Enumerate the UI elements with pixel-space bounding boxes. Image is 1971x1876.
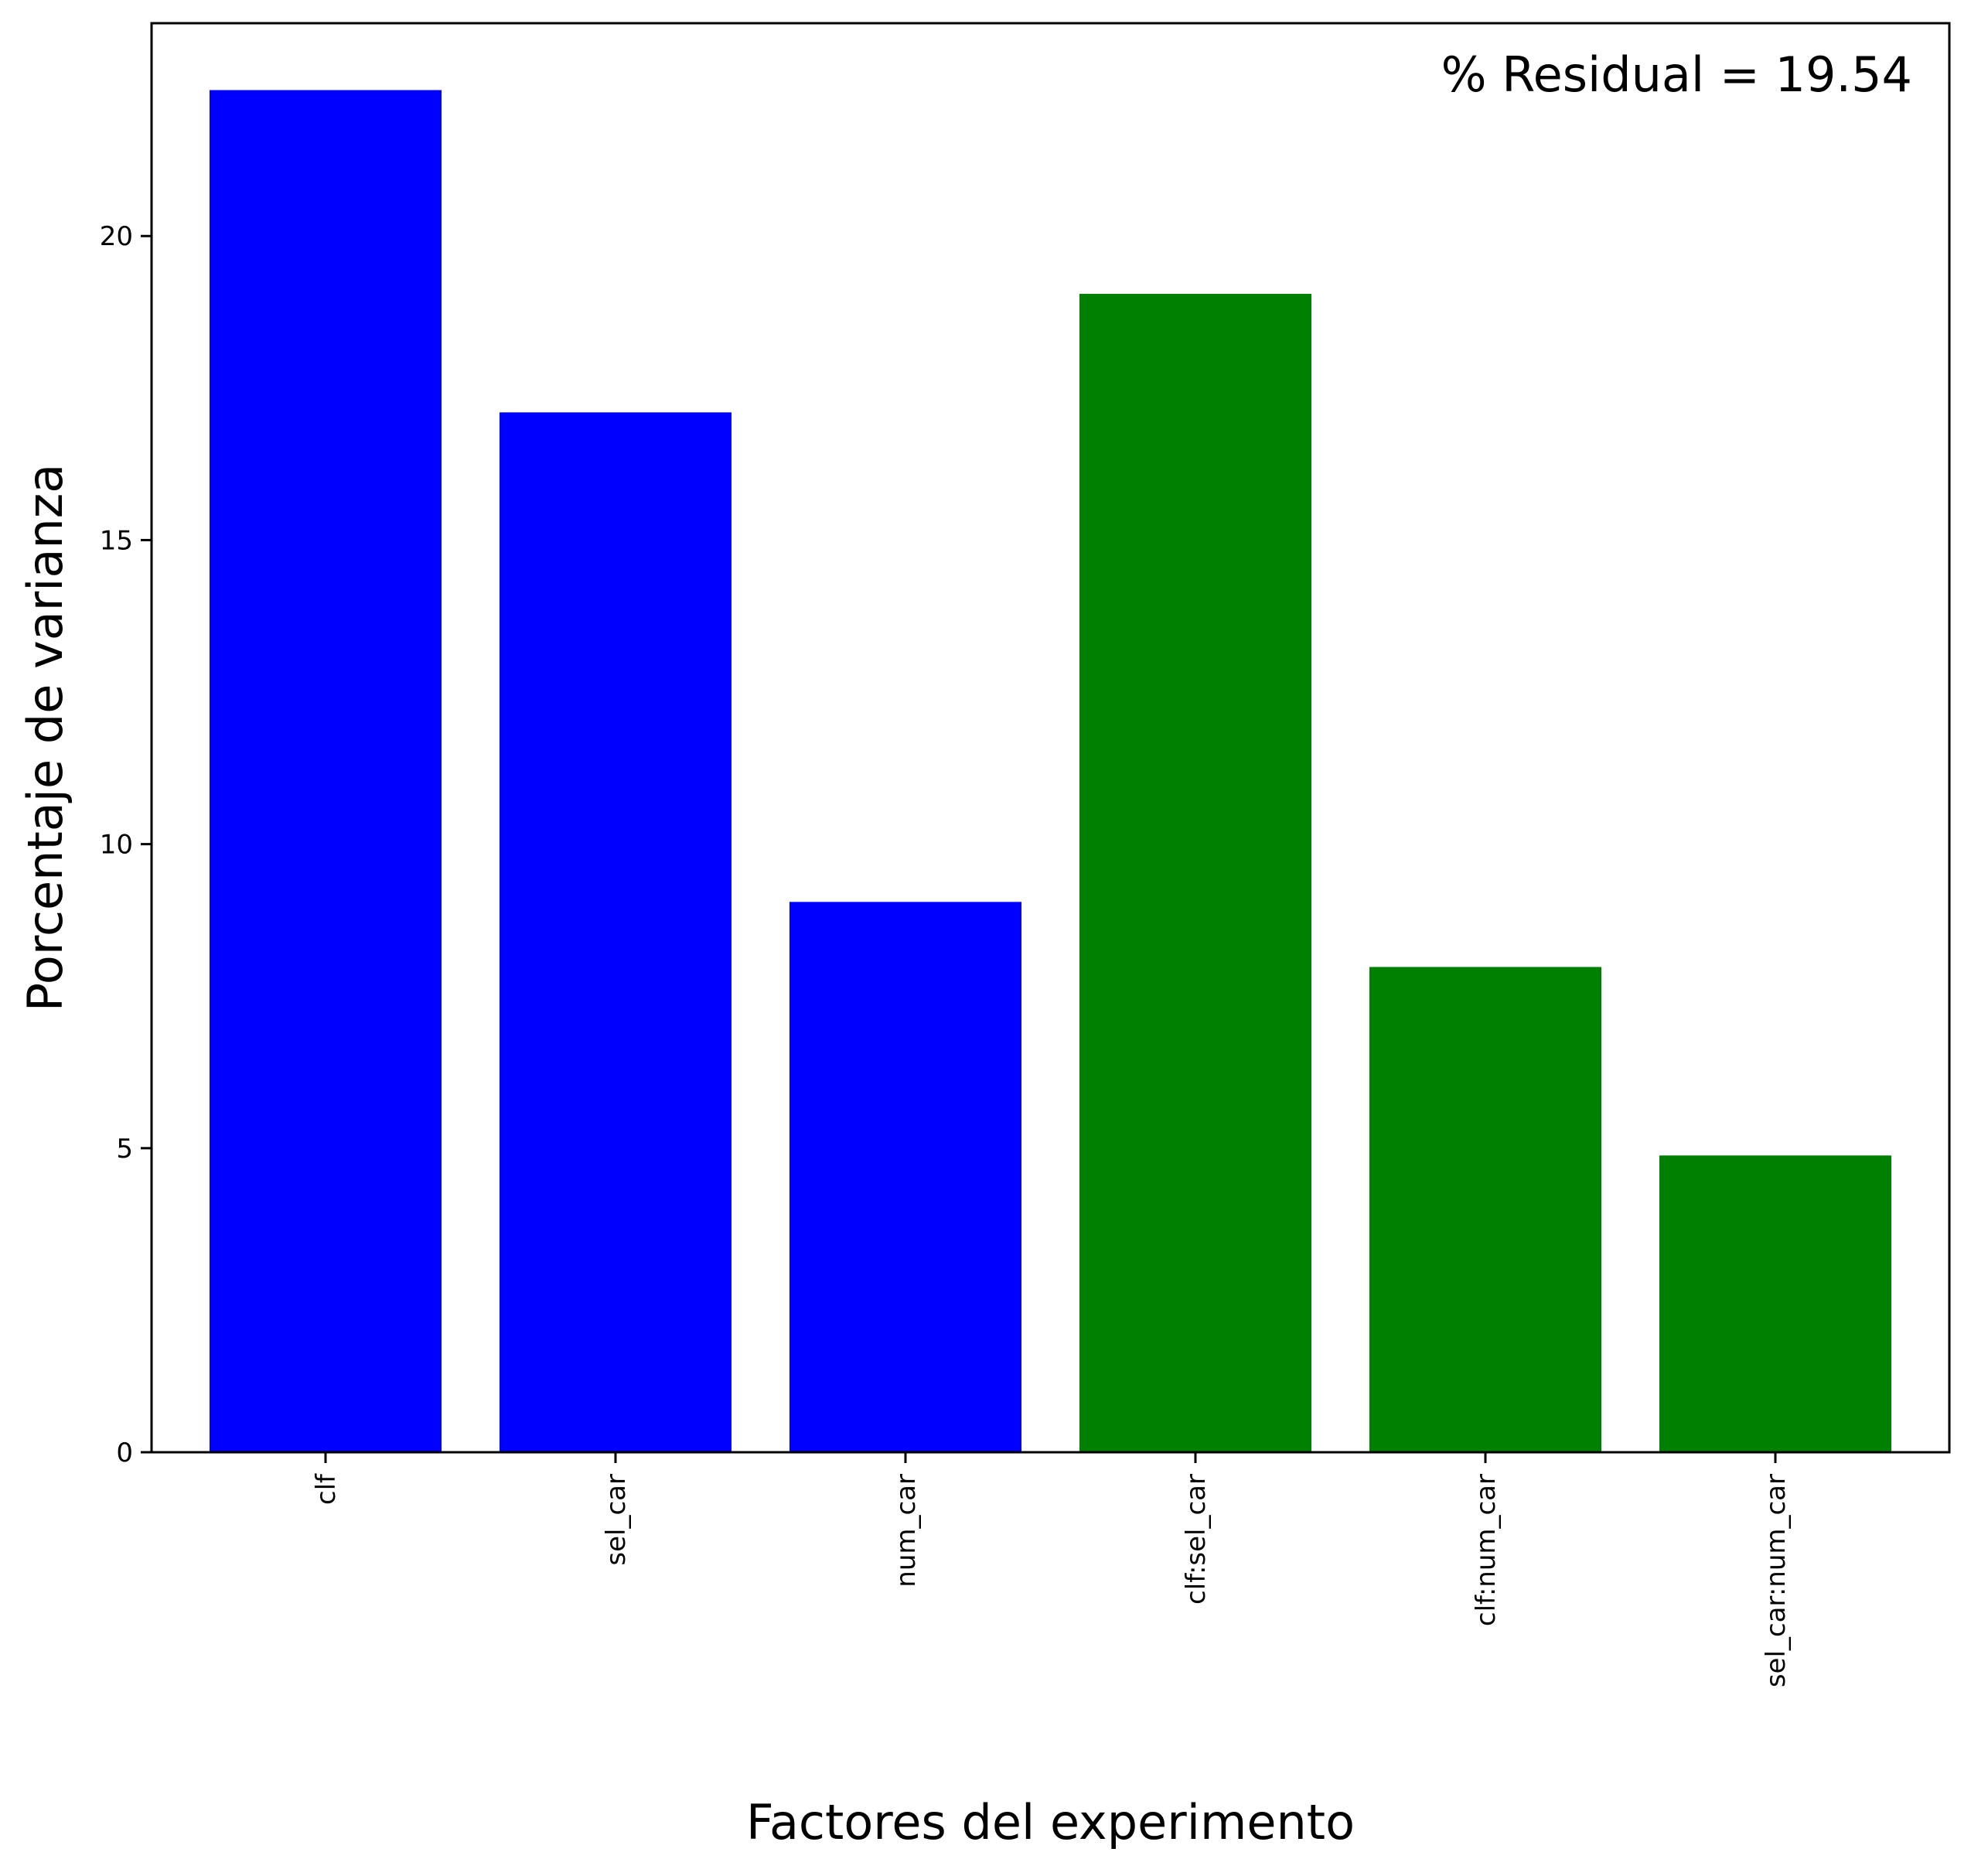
bar-sel-car-num-car (1659, 1155, 1891, 1452)
y-ticks-group: 0 5 10 15 20 (100, 221, 152, 1468)
bar-sel-car (500, 412, 731, 1452)
x-tick-label: num_car (891, 1474, 922, 1588)
x-tick-label: clf:num_car (1471, 1474, 1502, 1626)
y-axis-title: Porcentaje de varianza (17, 464, 73, 1012)
x-tick-label: clf (311, 1473, 342, 1505)
bar-num-car (789, 902, 1021, 1452)
residual-annotation: % Residual = 19.54 (1441, 46, 1912, 103)
y-tick-label: 20 (100, 221, 133, 252)
bar-clf-sel-car (1079, 293, 1311, 1452)
y-tick-label: 10 (100, 830, 133, 861)
bar-clf-num-car (1369, 967, 1601, 1452)
x-tick-label: sel_car:num_car (1761, 1474, 1792, 1687)
plot-frame (150, 22, 1951, 1454)
x-axis-title: Factores del experimento (746, 1794, 1355, 1850)
x-tick-label: sel_car (601, 1474, 632, 1566)
bar-clf (210, 90, 442, 1453)
y-tick-label: 15 (100, 525, 133, 556)
y-tick-label: 5 (116, 1134, 133, 1165)
bars-group (210, 90, 1891, 1453)
x-tick-label: clf:sel_car (1181, 1474, 1212, 1605)
y-tick-label: 0 (116, 1438, 133, 1468)
x-ticks-group: clf sel_car num_car clf:sel_car clf:num_car s… (311, 1452, 1792, 1687)
